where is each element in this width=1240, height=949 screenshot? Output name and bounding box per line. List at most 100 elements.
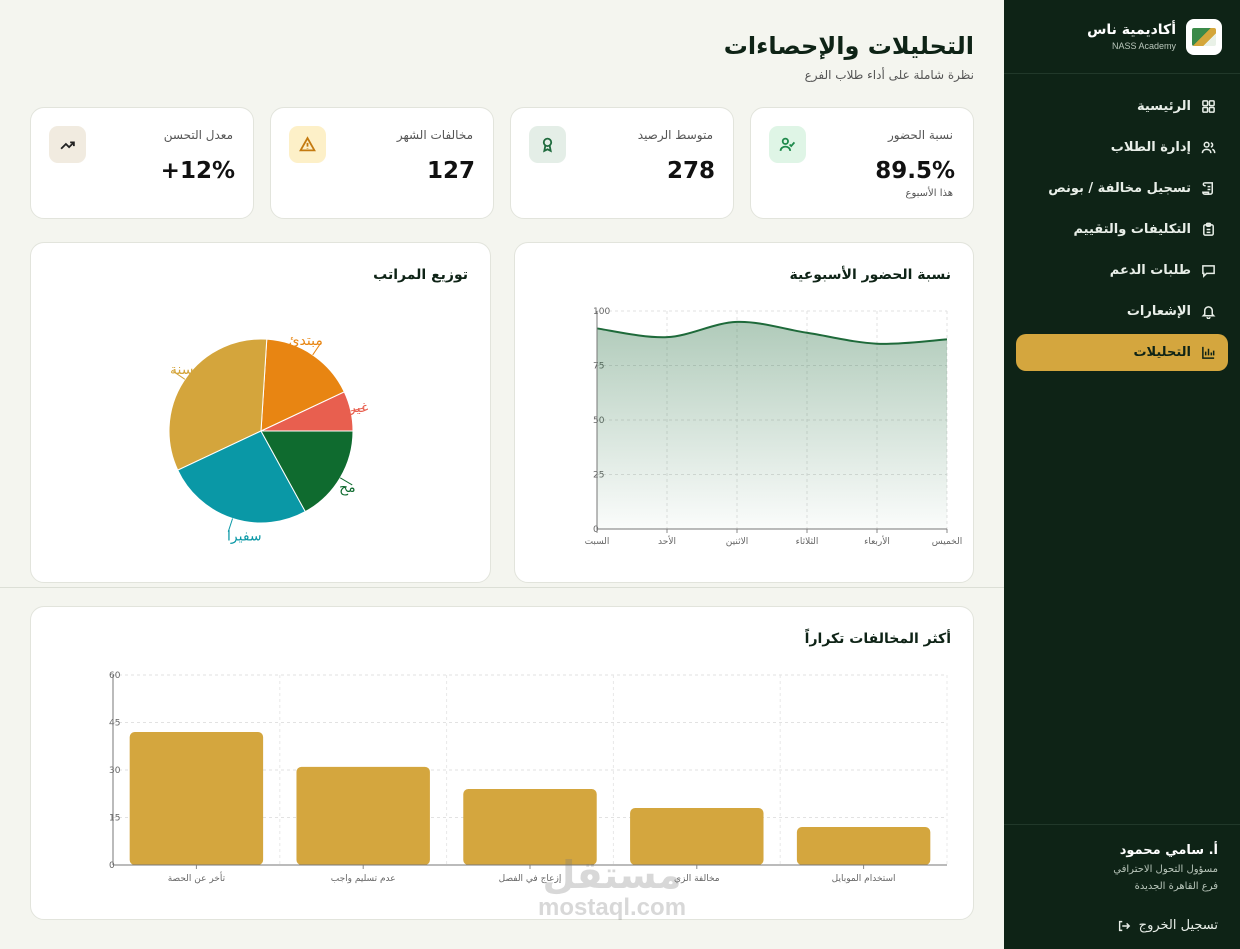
x-tick-label: السبت — [585, 537, 610, 547]
stat-card-average-balance: متوسط الرصيد 278 — [510, 107, 734, 219]
stat-label: متوسط الرصيد — [637, 128, 713, 142]
pie-slice-label: سفيرا — [227, 529, 262, 545]
scroll-icon — [1202, 182, 1213, 195]
sidebar-nav: الرئيسية إدارة الطلاب تسجيل مخالفة / بون… — [1004, 74, 1240, 389]
y-tick-label: 0 — [593, 525, 599, 535]
user-name: أ. سامي محمود — [1119, 843, 1218, 858]
user-branch: فرع القاهرة الجديدة — [1134, 881, 1218, 892]
bar — [296, 766, 430, 865]
stat-value: 89.5% — [875, 158, 955, 184]
pie-slice-label: مح — [339, 480, 356, 496]
sidebar-item-label: التحليلات — [1133, 345, 1191, 360]
stat-card-month-violations: مخالفات الشهر 127 — [270, 107, 494, 219]
stat-card-attendance: نسبة الحضور 89.5% هذا الأسبوع — [750, 107, 974, 219]
pie-slice-label: مبتدئ — [289, 333, 323, 349]
x-tick-label: استخدام الموبايل — [832, 874, 896, 884]
sidebar-item-label: الإشعارات — [1126, 304, 1191, 319]
pie-label-leader — [173, 371, 186, 380]
bar — [463, 789, 597, 865]
x-tick-label: الخميس — [932, 537, 962, 547]
sidebar-item-label: الرئيسية — [1136, 99, 1191, 114]
sidebar-item-notifications[interactable]: الإشعارات — [1016, 293, 1228, 330]
stat-label: معدل التحسن — [163, 128, 233, 142]
bar — [129, 732, 264, 865]
sidebar-item-analytics[interactable]: التحليلات — [1016, 334, 1228, 371]
pie-label-leader — [227, 518, 234, 532]
sidebar-item-assignments[interactable]: التكليفات والتقييم — [1016, 211, 1228, 248]
violations-chart-card: أكثر المخالفات تكراراً 0 15 30 45 60 تأخر عن … — [30, 606, 974, 920]
sidebar-item-label: إدارة الطلاب — [1110, 140, 1191, 155]
x-tick-label: الاثنين — [726, 537, 748, 547]
x-tick-label: عدم تسليم واجب — [331, 874, 396, 884]
page-title: التحليلات والإحصاءات — [723, 32, 974, 60]
brand-subtitle: NASS Academy — [1111, 41, 1176, 51]
violations-bar-chart: 0 15 30 45 60 تأخر عن الحصة عدم تسليم واجب إزعا… — [109, 671, 948, 884]
logout-button[interactable]: تسجيل الخروج — [1020, 918, 1218, 933]
stat-value: 278 — [666, 158, 715, 184]
attendance-chart-title: نسبة الحضور الأسبوعية — [789, 267, 952, 283]
page-subtitle: نظرة شاملة على أداء طلاب الفرع — [804, 68, 974, 82]
stat-card-improvement: معدل التحسن +12% — [30, 107, 254, 219]
y-tick-label: 60 — [109, 671, 121, 681]
y-tick-label: 30 — [109, 766, 121, 776]
series-line — [596, 320, 948, 345]
x-tick-label: الأحد — [658, 535, 676, 547]
pie-slice-label: غير — [348, 400, 368, 416]
clipboard-icon — [1203, 222, 1214, 236]
stat-note: هذا الأسبوع — [905, 188, 954, 199]
stat-label: مخالفات الشهر — [396, 128, 473, 142]
stat-value: 127 — [426, 158, 475, 184]
award-icon — [529, 126, 566, 163]
bar — [796, 827, 931, 865]
logout-label: تسجيل الخروج — [1138, 918, 1218, 933]
y-tick-label: 45 — [109, 719, 120, 729]
sidebar: أكاديمية ناس NASS Academy الرئيسية إدارة… — [1004, 0, 1240, 949]
user-check-icon — [769, 126, 806, 163]
pie-label-leader — [312, 343, 321, 356]
pie-label-leader — [350, 407, 365, 412]
warning-icon — [289, 126, 326, 163]
users-icon — [1201, 141, 1216, 154]
x-tick-label: إزعاج في الفصل — [499, 874, 562, 884]
ranks-pie-chart: غير مبتدئ سنة سفيرا مح — [168, 333, 368, 545]
brand-name: أكاديمية ناس — [1087, 22, 1176, 38]
bar-chart-icon — [1202, 346, 1215, 359]
stat-value: +12% — [160, 158, 235, 184]
y-tick-label: 0 — [109, 861, 115, 871]
x-tick-label: الأربعاء — [864, 535, 890, 547]
attendance-chart-card: نسبة الحضور الأسبوعية 0255075100السبتالأ… — [514, 242, 974, 583]
bar — [630, 808, 764, 865]
pie-slice-label: سنة — [170, 362, 193, 378]
sidebar-item-students[interactable]: إدارة الطلاب — [1016, 129, 1228, 166]
trend-up-icon — [49, 126, 86, 163]
grid-icon — [1202, 100, 1215, 113]
brand: أكاديمية ناس NASS Academy — [1004, 0, 1240, 74]
y-tick-label: 15 — [109, 814, 120, 824]
message-icon — [1202, 265, 1215, 278]
pie-label-leader — [339, 477, 353, 486]
stat-label: نسبة الحضور — [887, 128, 953, 142]
violations-chart-title: أكثر المخالفات تكراراً — [804, 631, 951, 647]
main-content: التحليلات والإحصاءات نظرة شاملة على أداء… — [0, 32, 1004, 921]
pie-slice — [260, 430, 354, 513]
sidebar-item-record-violation[interactable]: تسجيل مخالفة / بونص — [1016, 170, 1228, 207]
logout-icon — [1118, 920, 1130, 931]
x-tick-label: تأخر عن الحصة — [168, 871, 226, 884]
user-role: مسؤول التحول الاحترافي — [1113, 864, 1218, 875]
x-tick-label: الثلاثاء — [796, 537, 819, 547]
ranks-chart-title: توزيع المراتب — [373, 267, 468, 283]
sidebar-item-label: تسجيل مخالفة / بونص — [1048, 181, 1191, 196]
sidebar-item-support[interactable]: طلبات الدعم — [1016, 252, 1228, 289]
brand-logo — [1186, 18, 1222, 55]
section-divider — [0, 587, 1004, 588]
x-tick-label: مخالفة الزي — [674, 874, 720, 884]
sidebar-item-label: التكليفات والتقييم — [1073, 222, 1191, 237]
ranks-chart-card: توزيع المراتب غير مبتدئ سنة سفيرا مح — [30, 242, 491, 583]
sidebar-item-home[interactable]: الرئيسية — [1016, 88, 1228, 125]
user-panel: أ. سامي محمود مسؤول التحول الاحترافي فرع… — [1004, 824, 1240, 949]
y-tick-label: 100 — [593, 307, 610, 317]
pie-slice — [260, 338, 345, 432]
area-fill — [597, 321, 947, 529]
bell-icon — [1201, 306, 1216, 319]
attendance-area-chart: 0255075100السبتالأحدالاثنينالثلاثاءالأرب… — [585, 307, 963, 547]
